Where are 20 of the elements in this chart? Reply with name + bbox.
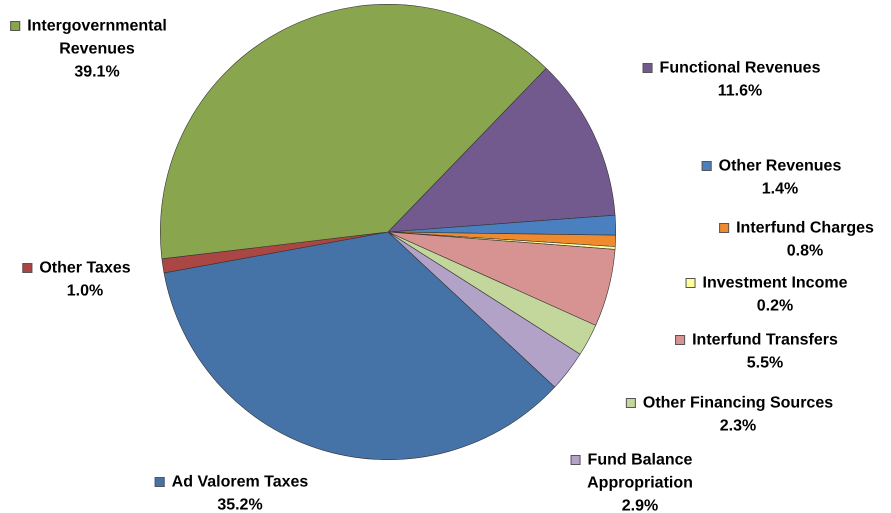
legend-label: Other Financing Sources <box>642 394 834 412</box>
data-label: 1.4% <box>762 180 798 198</box>
data-label: 2.3% <box>720 417 756 434</box>
legend-label: Other Taxes <box>39 259 131 276</box>
legend-label: Ad Valorem Taxes <box>172 473 308 490</box>
legend-label: Functional Revenues <box>660 59 821 76</box>
data-label: 11.6% <box>718 82 762 100</box>
data-label: 39.1% <box>74 63 120 80</box>
legend-label: Interfund Charges <box>736 219 874 236</box>
data-label: 5.5% <box>746 354 784 372</box>
data-label: 0.2% <box>756 297 794 314</box>
legend-label: Investment Income <box>702 274 848 292</box>
legend-label: Intergovernmental Revenues <box>27 17 167 58</box>
data-label: 35.2% <box>217 496 263 513</box>
data-label: 2.9% <box>622 497 658 513</box>
legend-label: Interfund Transfers <box>692 331 838 348</box>
data-label: 0.8% <box>786 242 824 260</box>
legend-label: Fund Balance Appropriation <box>587 451 693 492</box>
legend-label: Other Revenues <box>718 157 842 174</box>
data-label: 1.0% <box>66 282 104 300</box>
